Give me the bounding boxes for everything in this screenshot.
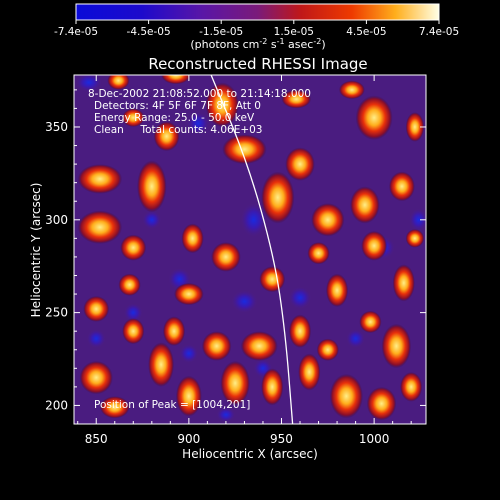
heatmap-blob-40: [381, 323, 412, 369]
colorbar-tick-label: 4.5e-05: [346, 26, 386, 38]
heatmap-blob-26: [240, 331, 278, 361]
heatmap-blob-16: [355, 95, 393, 140]
colorbar-tick-label: -1.5e-05: [199, 26, 243, 38]
heatmap-blob-17: [338, 80, 365, 100]
colorbar-tick-label: 7.4e-05: [419, 26, 459, 38]
heatmap-blob-33: [175, 375, 202, 417]
heatmap-well-7: [231, 290, 258, 313]
heatmap-blob-9: [261, 171, 295, 224]
heatmap-blob-46: [405, 229, 425, 248]
heatmap-blob-39: [366, 386, 397, 421]
heatmap-well-12: [179, 344, 199, 363]
heatmap-blob-28: [162, 316, 186, 347]
heatmap-blob-22: [259, 266, 286, 293]
heatmap-blob-5: [122, 108, 145, 127]
heatmap-blob-11: [311, 203, 345, 237]
heatmap-blob-34: [220, 360, 250, 406]
colorbar-ticks: -7.4e-05 -4.5e-05 -1.5e-05 1.5e-05 4.5e-05 7.…: [54, 20, 459, 38]
x-tick-label-950: 950: [270, 432, 293, 446]
y-tick-label-250: 250: [45, 306, 68, 320]
heatmap-blob-7: [205, 82, 239, 127]
annotation-detectors: Detectors: 4F 5F 6F 7F 8F, Att 0: [94, 100, 261, 112]
heatmap-blob-0: [77, 210, 123, 244]
y-axis-label: Heliocentric Y (arcsec): [29, 183, 43, 318]
heatmap-area: [74, 75, 426, 424]
heatmap-well-14: [216, 407, 236, 423]
x-axis-label: Heliocentric X (arcsec): [182, 447, 318, 461]
heatmap-blob-14: [361, 230, 388, 261]
x-axis: 850 900 950 1000: [77, 75, 412, 446]
annotation-block: 8-Dec-2002 21:08:52.000 to 21:14:18.000 …: [88, 88, 311, 136]
heatmap-blob-6: [161, 75, 191, 85]
heatmap-blob-18: [405, 112, 425, 142]
annotation-clean-counts: Clean Total counts: 4.06E+03: [94, 124, 263, 136]
chart-title: Reconstructed RHESSI Image: [148, 55, 367, 73]
colorbar-tick-label: -4.5e-05: [127, 26, 171, 38]
heatmap-blob-2: [136, 160, 167, 213]
heatmap-blobs: [77, 75, 425, 421]
heatmap-blob-37: [316, 338, 339, 361]
heatmap-blob-45: [118, 273, 141, 296]
heatmap-well-10: [124, 303, 143, 322]
heatmap-well-5: [409, 208, 426, 231]
solar-limb-curve: [210, 75, 294, 424]
y-tick-label-200: 200: [45, 398, 68, 412]
heatmap-well-2: [142, 210, 162, 230]
annotation-energy-range: Energy Range: 25.0 - 50.0 keV: [94, 112, 255, 124]
y-axis: 200 250 300 350: [45, 89, 426, 425]
heatmap-blob-20: [181, 223, 204, 254]
heatmap-blob-32: [148, 342, 175, 387]
x-tick-label-1000: 1000: [359, 432, 390, 446]
colorbar: [75, 3, 440, 21]
heatmap-blob-1: [77, 164, 123, 194]
y-tick-label-300: 300: [45, 213, 68, 227]
colorbar-tick-label: -7.4e-05: [54, 26, 98, 38]
heatmap-blob-12: [350, 186, 380, 224]
heatmap-well-3: [240, 203, 267, 237]
colorbar-units-label: (photons cm-2 s-1 asec-2): [190, 37, 325, 51]
heatmap-blob-36: [298, 353, 321, 391]
heatmap-blob-27: [201, 331, 232, 361]
heatmap-blob-31: [174, 282, 204, 306]
heatmap-blob-29: [122, 318, 145, 345]
heatmap-blob-38: [329, 373, 364, 419]
heatmap-blob-42: [79, 360, 113, 395]
x-tick-label-850: 850: [85, 432, 108, 446]
heatmap-well-9: [346, 329, 365, 348]
heatmap-well-0: [75, 75, 102, 92]
x-tick-label-900: 900: [177, 432, 200, 446]
colorbar-tick-label: 1.5e-05: [274, 26, 314, 38]
heatmap-well-13: [86, 329, 106, 348]
plot-frame: [73, 74, 427, 425]
y-tick-label-350: 350: [45, 120, 68, 134]
heatmap-blob-19: [120, 234, 147, 261]
heatmap-blob-4: [107, 75, 130, 90]
heatmap-blob-15: [392, 264, 415, 302]
heatmap-blob-21: [211, 242, 241, 272]
annotation-time-range: 8-Dec-2002 21:08:52.000 to 21:14:18.000: [88, 88, 311, 100]
heatmap-blob-8: [222, 134, 267, 165]
heatmap-blob-35: [261, 368, 284, 406]
heatmap-blob-3: [153, 121, 180, 152]
heatmap-blob-43: [99, 396, 130, 419]
heatmap-well-1: [187, 112, 210, 135]
peak-position-label: Position of Peak = [1004,201]: [94, 399, 250, 411]
heatmap-blob-30: [83, 295, 110, 322]
heatmap-blob-41: [400, 372, 423, 402]
heatmap-blob-24: [325, 273, 349, 308]
heatmap-well-8: [288, 286, 312, 309]
heatmap-blob-47: [281, 89, 312, 109]
heatmap-blob-44: [359, 310, 382, 334]
heatmap-blob-13: [388, 171, 415, 202]
heatmap-blob-10: [285, 147, 315, 181]
heatmap-blob-23: [307, 242, 330, 265]
heatmap-blob-25: [288, 314, 312, 348]
